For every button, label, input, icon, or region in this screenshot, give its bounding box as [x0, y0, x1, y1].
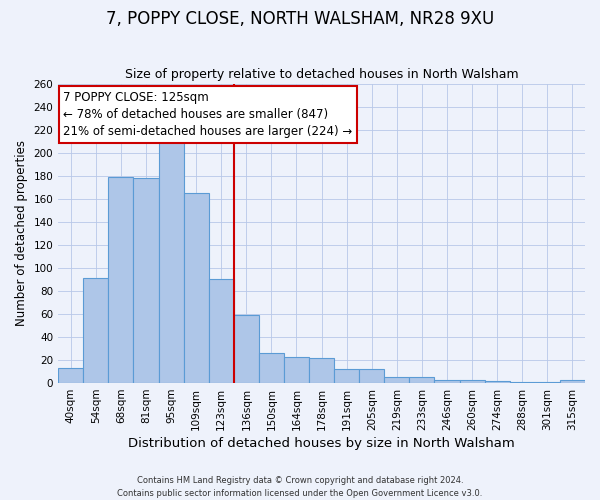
Bar [385, 378, 409, 383]
Bar [434, 380, 460, 383]
Title: Size of property relative to detached houses in North Walsham: Size of property relative to detached ho… [125, 68, 518, 81]
Bar [560, 380, 585, 383]
Bar [409, 378, 434, 383]
Bar [284, 356, 309, 383]
Bar [109, 177, 133, 383]
Bar [259, 353, 284, 383]
Bar [184, 193, 209, 383]
Bar [460, 380, 485, 383]
Bar [133, 178, 158, 383]
Text: 7 POPPY CLOSE: 125sqm
← 78% of detached houses are smaller (847)
21% of semi-det: 7 POPPY CLOSE: 125sqm ← 78% of detached … [64, 91, 353, 138]
Bar [510, 382, 535, 383]
Bar [58, 368, 83, 383]
Bar [209, 280, 234, 383]
Bar [535, 382, 560, 383]
Bar [485, 381, 510, 383]
Bar [234, 315, 259, 383]
Bar [158, 142, 184, 383]
Bar [83, 278, 109, 383]
Text: 7, POPPY CLOSE, NORTH WALSHAM, NR28 9XU: 7, POPPY CLOSE, NORTH WALSHAM, NR28 9XU [106, 10, 494, 28]
Text: Contains HM Land Registry data © Crown copyright and database right 2024.
Contai: Contains HM Land Registry data © Crown c… [118, 476, 482, 498]
Bar [359, 369, 385, 383]
Y-axis label: Number of detached properties: Number of detached properties [15, 140, 28, 326]
X-axis label: Distribution of detached houses by size in North Walsham: Distribution of detached houses by size … [128, 437, 515, 450]
Bar [334, 369, 359, 383]
Bar [309, 358, 334, 383]
